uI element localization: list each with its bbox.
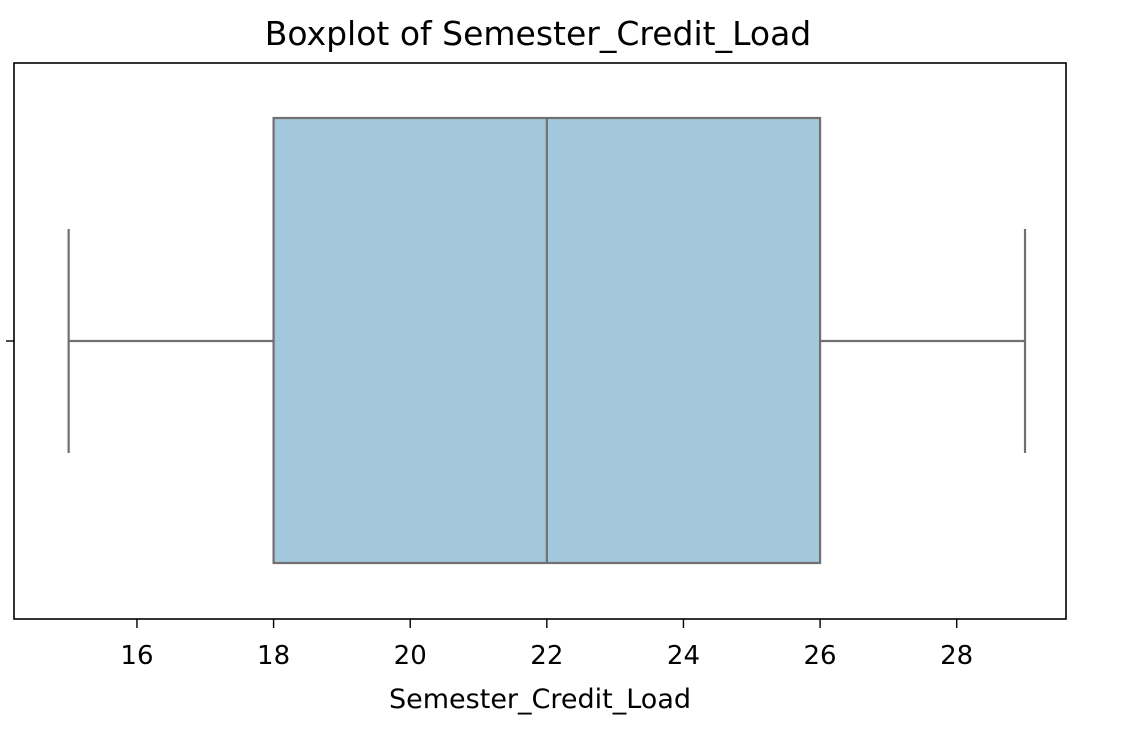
x-tick-label: 18 bbox=[257, 641, 290, 671]
x-tick-label: 26 bbox=[804, 641, 837, 671]
x-axis-ticks: 16 18 20 22 24 26 28 bbox=[120, 619, 973, 671]
chart-title: Boxplot of Semester_Credit_Load bbox=[265, 14, 811, 53]
x-tick-label: 16 bbox=[120, 641, 153, 671]
x-axis-label: Semester_Credit_Load bbox=[389, 684, 691, 715]
x-tick-label: 20 bbox=[394, 641, 427, 671]
x-tick-label: 24 bbox=[667, 641, 700, 671]
box-group bbox=[67, 116, 1027, 565]
x-tick-label: 22 bbox=[530, 641, 563, 671]
x-tick-label: 28 bbox=[940, 641, 973, 671]
